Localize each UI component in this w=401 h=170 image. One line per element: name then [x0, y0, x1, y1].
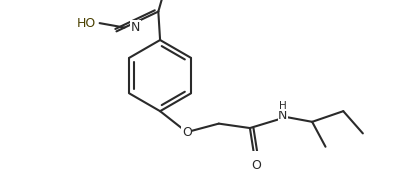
Text: N: N	[130, 21, 140, 34]
Text: O: O	[251, 159, 260, 170]
Text: N: N	[277, 109, 287, 122]
Text: H: H	[278, 101, 286, 111]
Text: HO: HO	[77, 17, 96, 30]
Text: O: O	[181, 126, 191, 139]
